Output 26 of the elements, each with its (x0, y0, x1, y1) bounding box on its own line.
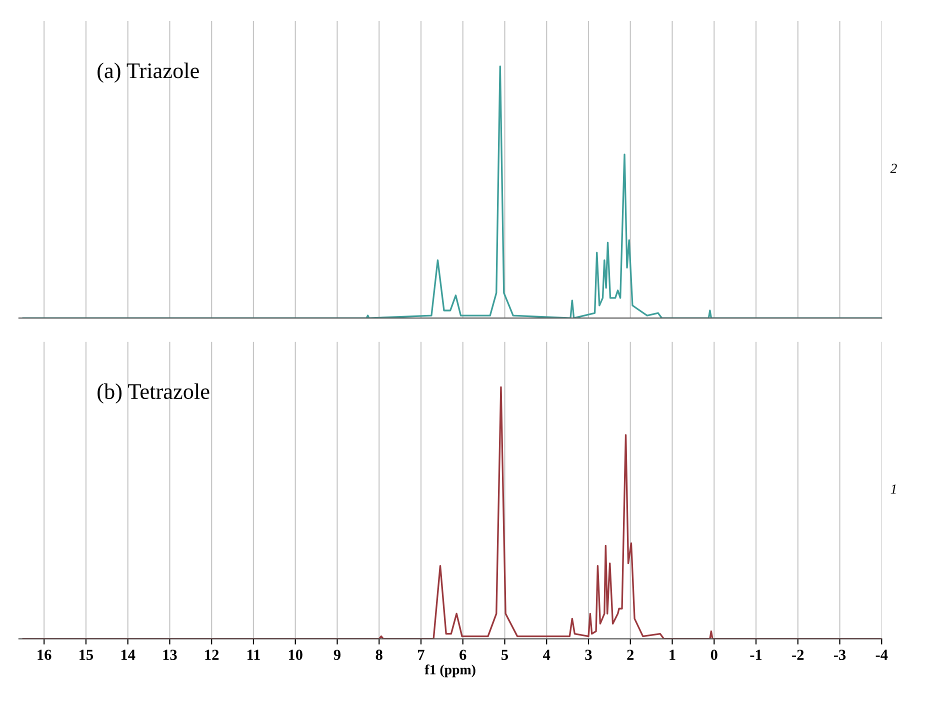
x-tick-label: 5 (502, 650, 508, 660)
x-tick-label: 16 (38, 650, 52, 660)
x-tick-label: 8 (376, 650, 382, 660)
x-tick-label: 1 (670, 650, 676, 660)
x-tick-label: 4 (543, 650, 550, 660)
x-tick-label: 11 (247, 650, 260, 660)
x-tick-label: 9 (334, 650, 340, 660)
x-tick-label: -3 (834, 650, 846, 660)
x-tick-label: 15 (80, 650, 94, 660)
x-tick-label: 10 (288, 650, 302, 660)
text: 1 (890, 484, 896, 494)
x-tick-label: 7 (418, 650, 424, 660)
chart-title: (a) Triazole (98, 62, 199, 83)
x-tick-label: 0 (710, 650, 718, 660)
x-tick-label: 6 (460, 650, 466, 660)
x-tick-label: 13 (163, 650, 177, 660)
x-tick-label: 12 (205, 650, 219, 660)
x-axis-title: f1 (ppm) (424, 664, 476, 678)
x-tick-label: 3 (585, 650, 592, 660)
x-tick-label: -1 (750, 650, 762, 660)
x-tick-label: -4 (876, 650, 888, 660)
chart-title: (b) Tetrazole (98, 383, 210, 404)
text: 2 (890, 164, 897, 173)
x-tick-label: 2 (627, 650, 634, 660)
x-tick-label: -2 (792, 650, 804, 660)
x-tick-label: 14 (121, 650, 136, 660)
